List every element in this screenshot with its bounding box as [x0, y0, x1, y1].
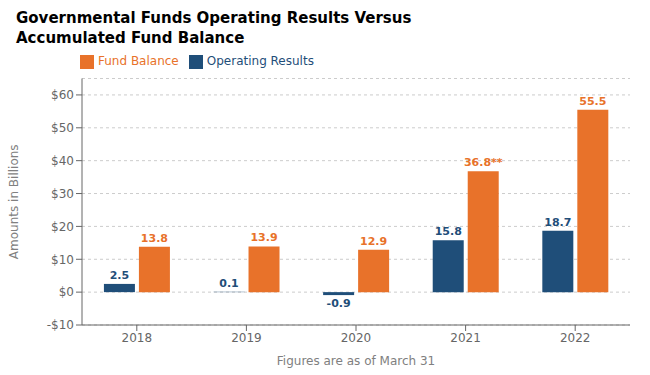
svg-text:$30: $30	[51, 187, 74, 201]
svg-text:55.5: 55.5	[579, 95, 606, 108]
svg-text:$60: $60	[51, 88, 74, 102]
svg-text:Figures are as of March 31: Figures are as of March 31	[277, 354, 435, 368]
svg-text:$40: $40	[51, 154, 74, 168]
svg-text:$20: $20	[51, 220, 74, 234]
svg-text:2.5: 2.5	[110, 269, 130, 282]
svg-text:2018: 2018	[122, 331, 153, 345]
html-text:Fund Balance: Fund Balance	[98, 54, 179, 68]
html-text:Operating Results: Operating Results	[206, 54, 314, 68]
svg-text:13.9: 13.9	[250, 231, 277, 244]
html-text:Governmental Funds Operating R: Governmental Funds Operating Results Ver…	[16, 9, 412, 27]
svg-text:13.8: 13.8	[141, 232, 168, 245]
svg-text:15.8: 15.8	[435, 225, 462, 238]
svg-text:12.9: 12.9	[360, 235, 387, 248]
svg-text:$10: $10	[51, 253, 74, 267]
svg-text:$0: $0	[59, 285, 74, 299]
svg-text:18.7: 18.7	[544, 216, 571, 229]
svg-text:2019: 2019	[231, 331, 262, 345]
html-text:Accumulated Fund Balance: Accumulated Fund Balance	[16, 29, 245, 47]
svg-text:0.1: 0.1	[219, 277, 239, 290]
svg-text:$50: $50	[51, 121, 74, 135]
svg-text:-$10: -$10	[47, 318, 74, 332]
svg-text:2021: 2021	[450, 331, 481, 345]
svg-text:36.8**: 36.8**	[464, 156, 503, 169]
svg-text:2020: 2020	[341, 331, 372, 345]
svg-text:Amounts in Billions: Amounts in Billions	[7, 144, 21, 259]
svg-text:-0.9: -0.9	[327, 297, 351, 310]
svg-text:2022: 2022	[560, 331, 591, 345]
